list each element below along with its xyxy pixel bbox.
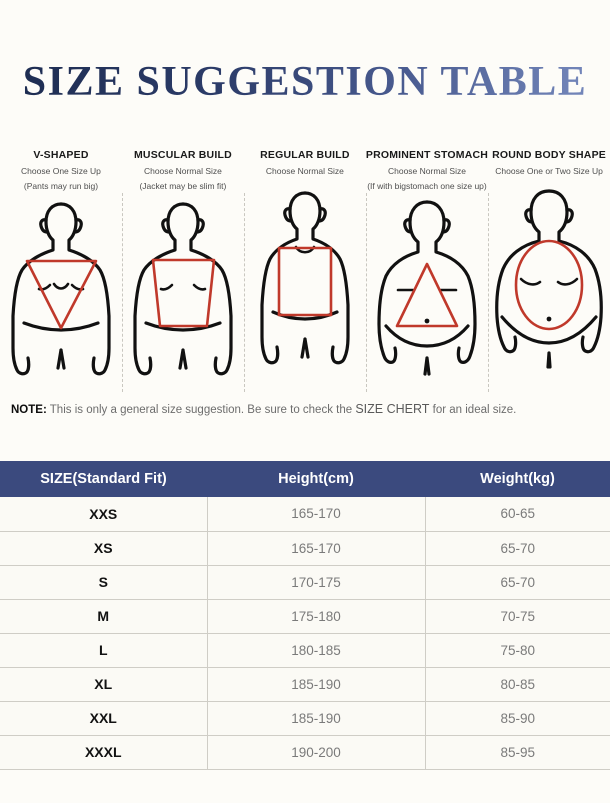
- table-header-weight: Weight(kg): [425, 461, 610, 497]
- cell-height: 185-190: [207, 667, 426, 702]
- table-header-row: SIZE(Standard Fit) Height(cm) Weight(kg): [0, 461, 610, 497]
- cell-size: XS: [0, 531, 208, 566]
- body-type-row: V-SHAPED Choose One Size Up (Pants may r…: [0, 143, 610, 398]
- table-row: XXL 185-190 85-90: [0, 701, 610, 736]
- size-table: SIZE(Standard Fit) Height(cm) Weight(kg)…: [0, 461, 610, 770]
- cell-weight: 75-80: [425, 633, 610, 668]
- cell-weight: 65-70: [425, 531, 610, 566]
- body-type-caption-line1: Choose Normal Size: [265, 166, 344, 176]
- body-type-regular-build: REGULAR BUILD Choose Normal Size: [243, 143, 366, 398]
- cell-height: 170-175: [207, 565, 426, 600]
- body-type-caption-line2: (Jacket may be slim fit): [139, 181, 227, 191]
- table-header-height: Height(cm): [207, 461, 425, 497]
- page-title-container: SIZE SUGGESTION TABLE: [0, 58, 610, 106]
- table-row: XXXL 190-200 85-95: [0, 735, 610, 770]
- cell-weight: 60-65: [425, 497, 610, 532]
- body-type-prominent-stomach: PROMINENT STOMACH Choose Normal Size (If…: [365, 143, 489, 398]
- note-text-before: This is only a general size suggestion. …: [49, 404, 353, 416]
- body-type-title: REGULAR BUILD: [260, 149, 350, 161]
- cell-height: 165-170: [207, 531, 426, 566]
- cell-height: 180-185: [207, 633, 426, 668]
- body-type-title: PROMINENT STOMACH: [365, 149, 489, 161]
- body-figure-round-body-shape-icon: [490, 187, 608, 382]
- cell-height: 175-180: [207, 599, 426, 634]
- cell-size: M: [0, 599, 208, 634]
- cell-height: 185-190: [207, 701, 426, 736]
- note-line: NOTE: This is only a general size sugges…: [11, 401, 603, 418]
- body-figure-v-shaped-icon: [2, 198, 120, 393]
- cell-weight: 80-85: [425, 667, 610, 702]
- cell-size: L: [0, 633, 208, 668]
- body-type-round-body-shape: ROUND BODY SHAPE Choose One or Two Size …: [488, 143, 610, 398]
- cell-weight: 85-95: [425, 735, 610, 770]
- cell-size: XXL: [0, 701, 208, 736]
- body-type-caption-line2: (If with bigstomach one size up): [367, 181, 487, 191]
- body-type-muscular-build: MUSCULAR BUILD Choose Normal Size (Jacke…: [121, 143, 244, 398]
- table-row: XL 185-190 80-85: [0, 667, 610, 702]
- page-title: SIZE SUGGESTION TABLE: [22, 59, 588, 105]
- body-type-caption-line2: (Pants may run big): [23, 181, 99, 191]
- body-type-title: V-SHAPED: [33, 149, 89, 161]
- table-row: S 170-175 65-70: [0, 565, 610, 600]
- cell-weight: 65-70: [425, 565, 610, 600]
- body-type-title: ROUND BODY SHAPE: [492, 149, 606, 161]
- cell-weight: 70-75: [425, 599, 610, 634]
- cell-weight: 85-90: [425, 701, 610, 736]
- cell-size: XXXL: [0, 735, 208, 770]
- body-type-caption-line1: Choose Normal Size: [387, 166, 466, 176]
- table-header-size: SIZE(Standard Fit): [0, 461, 207, 497]
- note-label: NOTE:: [11, 404, 47, 416]
- table-row: M 175-180 70-75: [0, 599, 610, 634]
- note-text-after: for an ideal size.: [432, 404, 517, 416]
- body-type-caption-line1: Choose One or Two Size Up: [495, 166, 603, 176]
- body-figure-muscular-build-icon: [124, 198, 242, 393]
- cell-size: S: [0, 565, 208, 600]
- body-type-title: MUSCULAR BUILD: [133, 149, 232, 161]
- table-row: L 180-185 75-80: [0, 633, 610, 668]
- table-row: XXS 165-170 60-65: [0, 497, 610, 532]
- table-row: XS 165-170 65-70: [0, 531, 610, 566]
- cell-size: XXS: [0, 497, 208, 532]
- body-type-caption-line1: Choose One Size Up: [21, 166, 101, 176]
- note-emphasis: SIZE CHERT: [355, 402, 430, 416]
- cell-size: XL: [0, 667, 208, 702]
- body-figure-prominent-stomach-icon: [368, 198, 486, 393]
- cell-height: 165-170: [207, 497, 426, 532]
- body-type-v-shaped: V-SHAPED Choose One Size Up (Pants may r…: [0, 143, 122, 398]
- body-type-caption-line1: Choose Normal Size: [143, 166, 222, 176]
- body-figure-regular-build-icon: [246, 187, 364, 382]
- cell-height: 190-200: [207, 735, 426, 770]
